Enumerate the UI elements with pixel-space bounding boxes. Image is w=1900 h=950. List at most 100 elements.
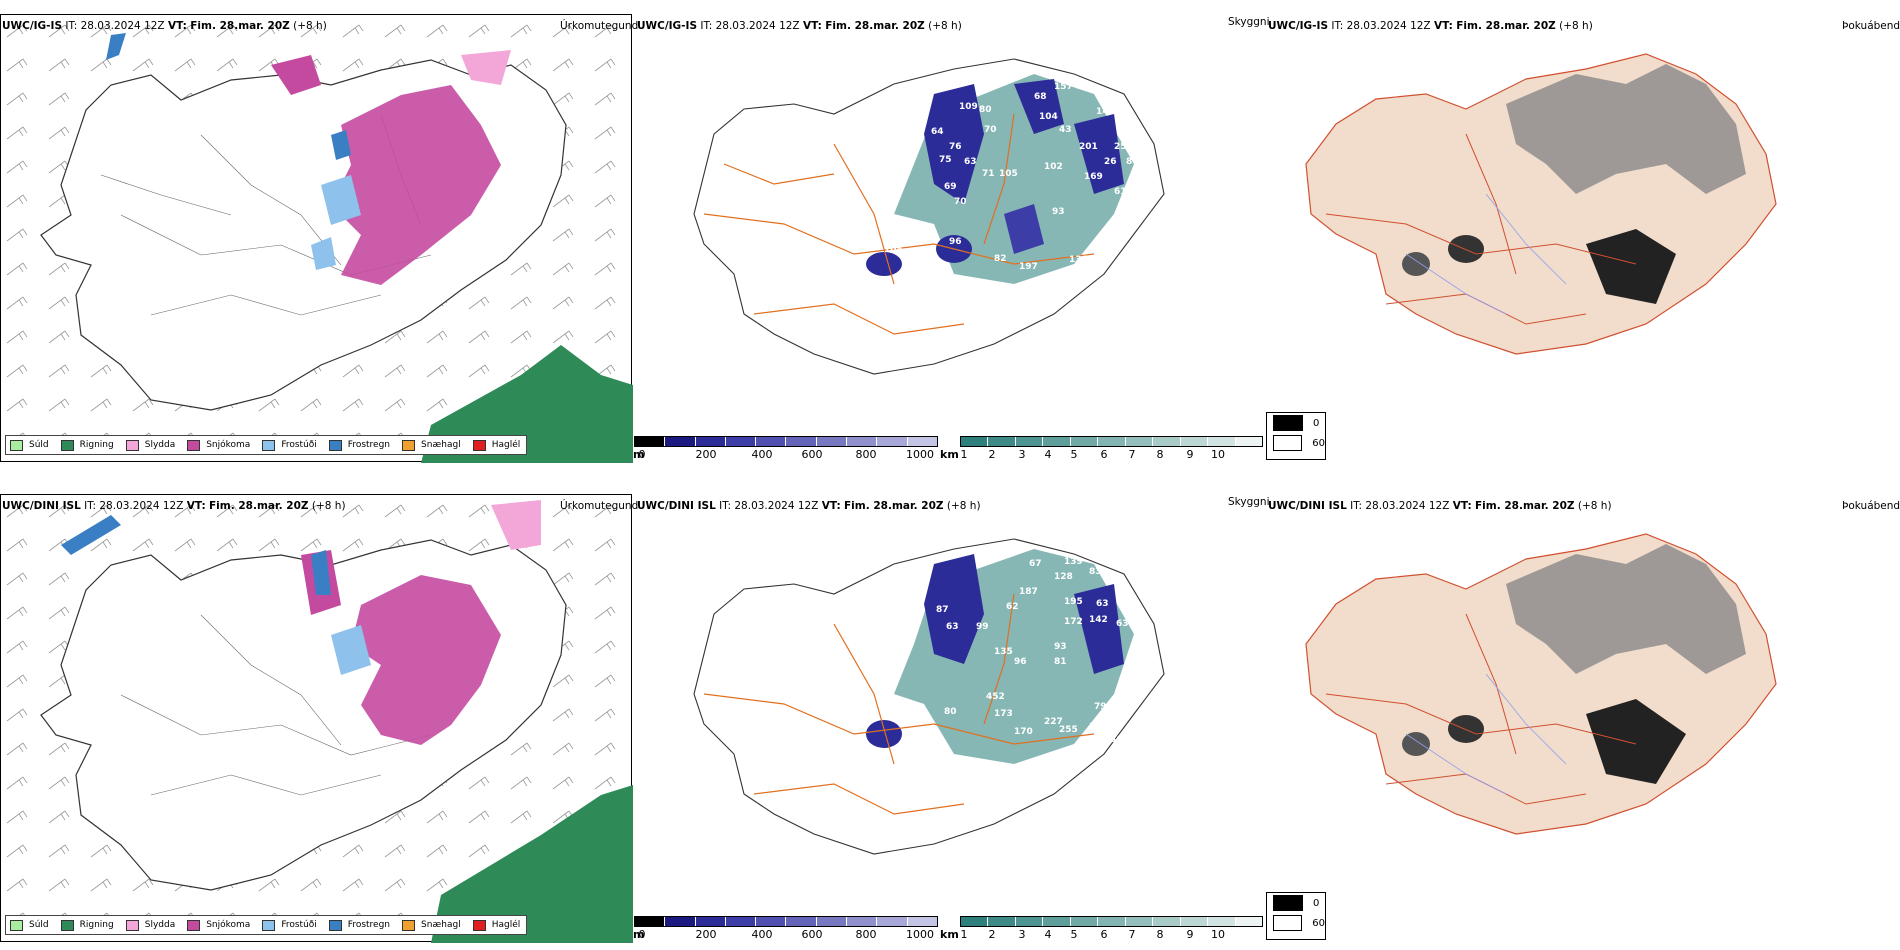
legend-label: Haglél <box>491 920 521 930</box>
legend-item: Snæhagl <box>402 919 461 931</box>
tick: 200 <box>695 448 717 461</box>
color-bin <box>1098 917 1126 926</box>
vis-value: 69 <box>944 182 957 192</box>
color-bin <box>1208 917 1236 926</box>
fog-legend-row: 60 <box>1267 913 1325 933</box>
vt-value: Fim. 28.mar. 20Z <box>825 20 925 32</box>
legend-swatch <box>10 439 23 451</box>
legend-label: Snjókoma <box>206 440 251 450</box>
color-bin <box>1125 917 1154 926</box>
tick: 7 <box>1128 928 1136 941</box>
colorbar-bins <box>960 916 1263 927</box>
lead-time: (+8 h) <box>1577 500 1612 512</box>
panel-header: UWC/DINI ISL IT: 28.03.2024 12Z VT: Fim.… <box>637 500 981 512</box>
vis-value: 109 <box>959 102 978 112</box>
vis-value: 83 <box>1089 567 1102 577</box>
vis-value: 125 <box>1089 722 1108 732</box>
tick: 200 <box>695 928 717 941</box>
color-bin <box>1015 437 1044 446</box>
vis-value: 70 <box>984 125 997 135</box>
legend-label: Snæhagl <box>421 440 461 450</box>
tick: 10 <box>1211 448 1225 461</box>
legend-label: Frostregn <box>347 440 391 450</box>
panel-title-vis: Skyggni <box>1228 16 1270 28</box>
vis-value: 149 <box>1096 107 1115 117</box>
color-bin <box>907 437 937 446</box>
panel-header: UWC/IG-IS IT: 28.03.2024 12Z VT: Fim. 28… <box>2 20 327 32</box>
tick: 2 <box>988 448 996 461</box>
vis-value: 80 <box>979 105 992 115</box>
legend-swatch <box>60 919 74 931</box>
vt-value: Fim. 28.mar. 20Z <box>1456 20 1556 32</box>
vis-value: 25 <box>1114 142 1127 152</box>
legend-swatch <box>187 919 201 931</box>
tick: 8 <box>1156 448 1164 461</box>
colorbar-bins <box>634 916 938 927</box>
precip-legend: Súld Rigning Slydda Snjókoma Frostúði Fr… <box>5 435 528 455</box>
color-bin <box>988 437 1016 446</box>
tick: 6 <box>1100 448 1108 461</box>
vis-value: 169 <box>1084 172 1103 182</box>
vis-values: 67 139 83 128 187 195 63 87 63 99 172 142 63 93 96… <box>894 557 1129 745</box>
vis-value: 80 <box>1126 157 1139 167</box>
color-bin <box>1180 917 1209 926</box>
legend-swatch <box>262 439 276 451</box>
tick: 8 <box>1156 928 1164 941</box>
colorbar-bins <box>634 436 938 447</box>
fog-map-graphic <box>1305 533 1777 835</box>
legend-swatch <box>472 919 486 931</box>
vis-value: 105 <box>884 245 903 255</box>
panel-title-precip: Úrkomutegund <box>560 500 639 512</box>
color-bin <box>877 917 908 926</box>
legend-item: Slydda <box>125 439 175 451</box>
tick: 600 <box>801 928 823 941</box>
legend-item: Slydda <box>125 919 176 931</box>
vis-colorbar-m: 0 200 400 600 800 1000 <box>634 436 938 461</box>
vis-value: 80 <box>944 707 957 717</box>
lead-time: (+8 h) <box>928 20 962 32</box>
fog-label: 0 <box>1313 897 1320 909</box>
legend-item: Rigning <box>60 919 114 931</box>
tick: 0 <box>638 928 646 941</box>
vis-colorbar-km: 1 2 3 4 5 6 7 8 9 10 <box>960 916 1263 941</box>
it-label: IT: <box>65 20 78 32</box>
legend-item: Frostúði <box>262 439 317 451</box>
legend-swatch <box>328 439 342 451</box>
legend-label: Slydda <box>144 920 176 930</box>
color-bin <box>1098 437 1126 446</box>
legend-item: Haglél <box>472 439 520 451</box>
color-bin <box>756 437 787 446</box>
vt-label: VT: <box>1452 500 1472 512</box>
legend-label: Súld <box>29 440 49 450</box>
vis-value: 75 <box>939 155 952 165</box>
vis-value: 172 <box>1064 617 1083 627</box>
vis-value: 136 <box>1069 255 1088 265</box>
fog-legend-row: 0 <box>1267 893 1325 913</box>
color-bin <box>725 437 757 446</box>
vt-label: VT: <box>1433 20 1453 32</box>
fog-legend: 0 60 <box>1266 412 1326 460</box>
vis-value: 63 <box>1096 599 1109 609</box>
lead-time: (+8 h) <box>293 20 327 32</box>
vt-value: Fim. 28.mar. 20Z <box>190 20 290 32</box>
color-bin <box>786 437 817 446</box>
vis-value: 96 <box>1014 657 1027 667</box>
legend-item: Frostúði <box>262 919 317 931</box>
tick: 9 <box>1186 928 1194 941</box>
fog-index-map-1 <box>1266 14 1900 462</box>
color-bin <box>725 917 757 926</box>
vis-colorbar-km: 1 2 3 4 5 6 7 8 9 10 <box>960 436 1263 461</box>
legend-item: Súld <box>10 919 49 931</box>
visibility-map-graphic: 67 139 83 128 187 195 63 87 63 99 172 142 63 93 96… <box>693 538 1165 855</box>
color-bin <box>1043 437 1071 446</box>
color-bin <box>1153 437 1181 446</box>
legend-swatch <box>10 919 23 931</box>
vis-value: 26 <box>1104 157 1117 167</box>
it-value: 28.03.2024 12Z <box>1346 20 1431 32</box>
color-bin <box>877 437 908 446</box>
vis-value: 61 <box>1096 239 1109 249</box>
tick: 800 <box>855 928 877 941</box>
vis-value: 173 <box>994 709 1013 719</box>
color-bin <box>635 917 666 926</box>
vis-colorbar-m: 0 200 400 600 800 1000 <box>634 916 938 941</box>
